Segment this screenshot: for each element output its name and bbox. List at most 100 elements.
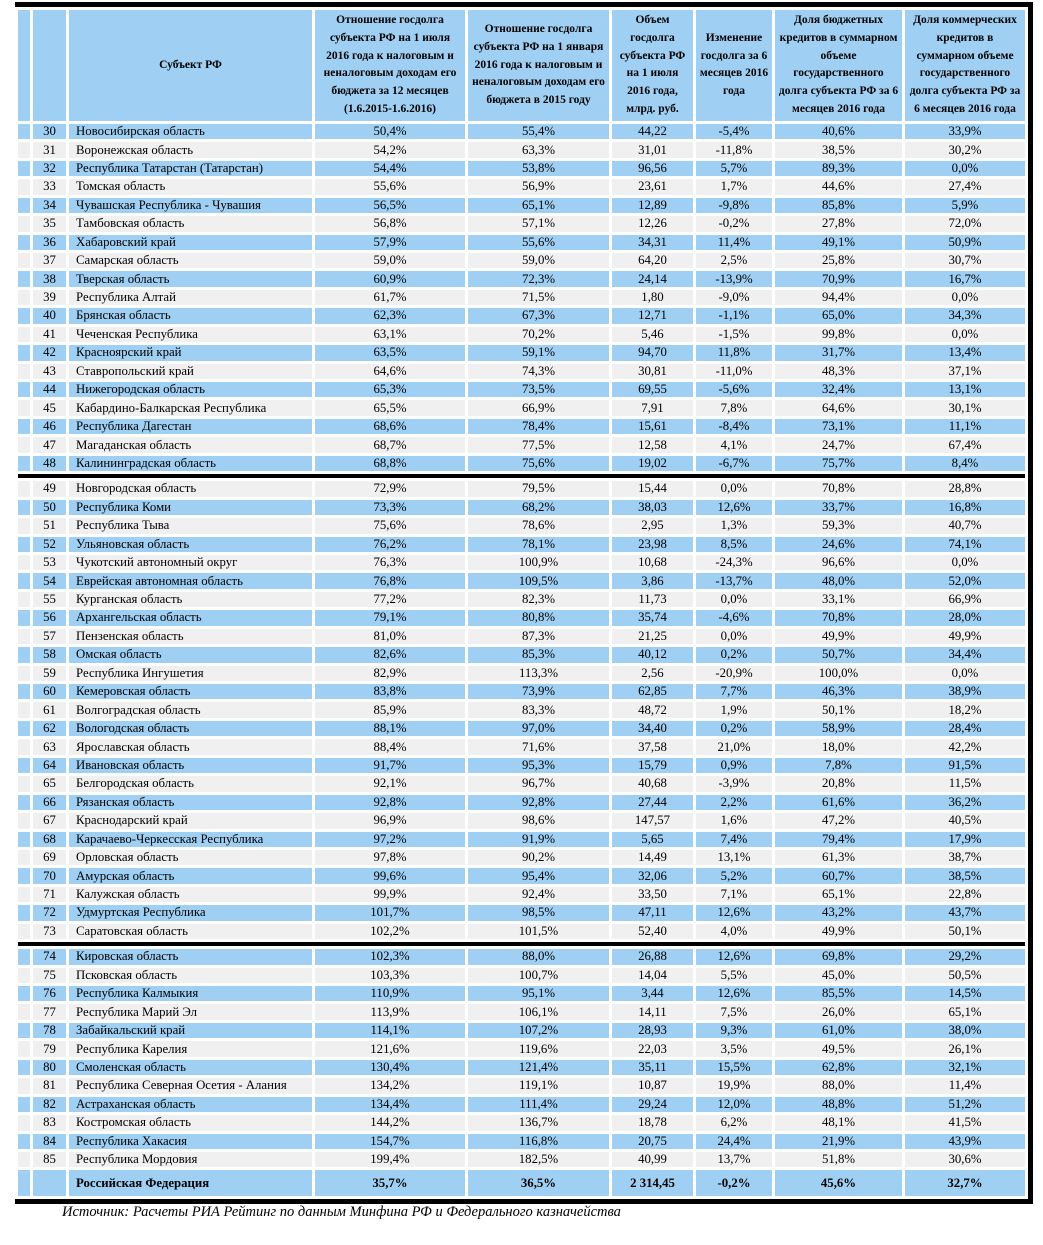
region-name-cell: Волгоградская область [69,702,312,718]
debt-volume-cell: 37,58 [612,739,693,755]
commercial-loans-cell: 27,4% [905,179,1025,195]
group-separator [18,942,1025,947]
region-name-cell: Красноярский край [69,345,312,361]
budget-loans-cell: 45,0% [775,967,902,983]
budget-loans-cell: 48,1% [775,1115,902,1131]
debt-volume-cell: 7,91 [612,400,693,416]
table-row: 30 Новосибирская область 50,4% 55,4% 44,22 -5… [18,123,1025,140]
table-row: 62 Вологодская область 88,1% 97,0% 34,40 0,2%… [18,720,1025,737]
debt-volume-cell: 3,86 [612,573,693,589]
ratio-january-cell: 78,4% [468,418,609,435]
table-row: 60 Кемеровская область 83,8% 73,9% 62,85 7,7%… [18,684,1025,700]
ratio-july-cell: 97,8% [315,849,465,866]
ratio-january-cell: 73,5% [468,382,609,398]
rank-cell: 63 [33,739,66,755]
budget-loans-cell: 73,1% [775,418,902,435]
debt-volume-cell: 14,11 [612,1004,693,1020]
row-color-strip [18,849,30,866]
row-color-strip [18,271,30,287]
row-color-strip [18,234,30,250]
ratio-january-cell: 53,8% [468,160,609,177]
ratio-july-cell: 102,2% [315,923,465,940]
rank-cell: 71 [33,886,66,903]
budget-loans-cell: 48,3% [775,363,902,379]
budget-loans-cell: 50,7% [775,647,902,663]
debt-change-cell: 11,4% [696,234,772,250]
rank-cell: 49 [33,481,66,497]
table-row: 35 Тамбовская область 56,8% 57,1% 12,26 -0,2%… [18,216,1025,232]
rank-cell: 77 [33,1004,66,1020]
rank-cell: 32 [33,160,66,177]
debt-change-cell: -5,6% [696,382,772,398]
region-name-cell: Кемеровская область [69,684,312,700]
ratio-january-cell: 92,8% [468,794,609,811]
debt-volume-cell: 2,56 [612,665,693,681]
debt-change-cell: -0,2% [696,1170,772,1197]
ratio-january-cell: 98,5% [468,905,609,921]
table-row: 46 Республика Дагестан 68,6% 78,4% 15,61 -8,4… [18,418,1025,435]
budget-loans-cell: 85,8% [775,197,902,214]
debt-change-cell: 5,2% [696,868,772,884]
ratio-january-cell: 73,9% [468,684,609,700]
budget-loans-cell: 64,6% [775,400,902,416]
commercial-loans-cell: 42,2% [905,739,1025,755]
rank-cell: 83 [33,1115,66,1131]
commercial-loans-cell: 49,9% [905,628,1025,645]
budget-loans-cell: 70,8% [775,481,902,497]
ratio-january-cell: 74,3% [468,363,609,379]
ratio-july-cell: 61,7% [315,289,465,306]
ratio-january-cell: 85,3% [468,647,609,663]
debt-volume-cell: 5,46 [612,326,693,343]
ratio-july-cell: 68,6% [315,418,465,435]
region-name-cell: Саратовская область [69,923,312,940]
debt-change-cell: -4,6% [696,610,772,626]
budget-loans-cell: 21,9% [775,1133,902,1149]
ratio-january-cell: 91,9% [468,831,609,847]
ratio-july-cell: 56,5% [315,197,465,214]
table-row: 57 Пензенская область 81,0% 87,3% 21,25 0,0% 4… [18,628,1025,645]
ratio-january-cell: 100,9% [468,554,609,571]
ratio-july-cell: 79,1% [315,610,465,626]
debt-volume-cell: 15,61 [612,418,693,435]
table-row: 84 Республика Хакасия 154,7% 116,8% 20,75 24,… [18,1133,1025,1149]
debt-change-cell: 7,5% [696,1004,772,1020]
budget-loans-cell: 79,4% [775,831,902,847]
region-name-cell: Ставропольский край [69,363,312,379]
ratio-july-cell: 88,1% [315,720,465,737]
debt-change-cell: 6,2% [696,1115,772,1131]
row-color-strip [18,289,30,306]
debt-volume-cell: 20,75 [612,1133,693,1149]
debt-change-cell: -8,4% [696,418,772,435]
row-color-strip [18,179,30,195]
table-row: 59 Республика Ингушетия 82,9% 113,3% 2,56 -20… [18,665,1025,681]
table-row: 67 Краснодарский край 96,9% 98,6% 147,57 1,6%… [18,813,1025,829]
region-name-cell: Воронежская область [69,142,312,158]
budget-loans-cell: 45,6% [775,1170,902,1197]
table-row: 47 Магаданская область 68,7% 77,5% 12,58 4,1%… [18,437,1025,453]
region-name-cell: Республика Калмыкия [69,986,312,1002]
row-color-strip [18,554,30,571]
table-row: 66 Рязанская область 92,8% 92,8% 27,44 2,2% 61… [18,794,1025,811]
region-name-cell: Томская область [69,179,312,195]
table-row: 71 Калужская область 99,9% 92,4% 33,50 7,1% 65… [18,886,1025,903]
ratio-july-cell: 99,6% [315,868,465,884]
budget-loans-cell: 70,9% [775,271,902,287]
debt-volume-cell: 28,93 [612,1022,693,1039]
debt-volume-cell: 94,70 [612,345,693,361]
ratio-july-cell: 114,1% [315,1022,465,1039]
budget-loans-cell: 49,5% [775,1041,902,1057]
debt-volume-cell: 18,78 [612,1115,693,1131]
table-row: 85 Республика Мордовия 199,4% 182,5% 40,99 13… [18,1151,1025,1168]
commercial-loans-cell: 41,5% [905,1115,1025,1131]
debt-change-cell: 9,3% [696,1022,772,1039]
ratio-july-cell: 134,2% [315,1078,465,1094]
rank-cell: 46 [33,418,66,435]
budget-loans-cell: 59,3% [775,518,902,534]
ratio-january-cell: 68,2% [468,499,609,516]
table-row: 81 Республика Северная Осетия - Алания 134… [18,1078,1025,1094]
rank-cell: 50 [33,499,66,516]
debt-volume-cell: 27,44 [612,794,693,811]
commercial-loans-cell: 30,1% [905,400,1025,416]
rank-cell: 52 [33,536,66,552]
debt-change-cell: 12,0% [696,1096,772,1113]
